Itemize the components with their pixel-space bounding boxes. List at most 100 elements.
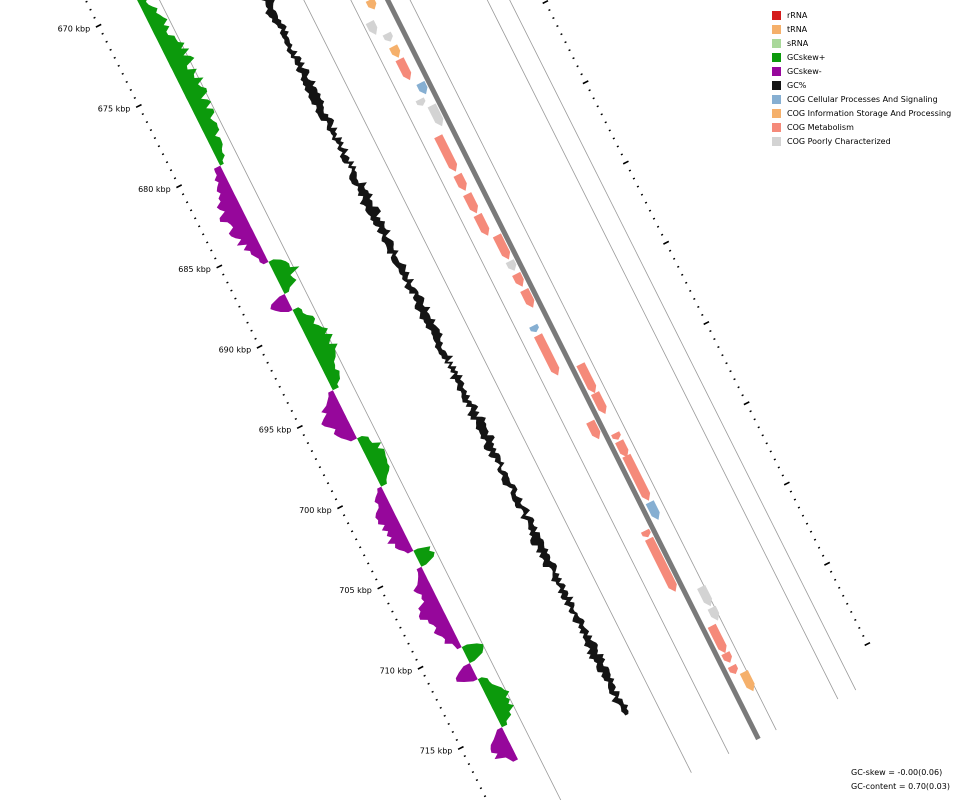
- outer-tick-mark: [616, 145, 620, 148]
- inner-tick-mark: [358, 546, 362, 549]
- gene-arrow: [505, 259, 517, 271]
- inner-tick-mark: [278, 385, 281, 388]
- legend-swatch: [772, 66, 781, 76]
- outer-tick-mark: [709, 329, 712, 333]
- inner-tick-mark: [230, 289, 233, 292]
- inner-tick-mark: [222, 273, 225, 276]
- outer-tick-mark: [622, 160, 629, 165]
- inner-tick-mark: [189, 209, 193, 212]
- gene-arrow: [586, 419, 601, 440]
- outer-tick-mark: [680, 273, 684, 276]
- outer-tick-mark: [769, 450, 772, 453]
- inner-tick-mark: [483, 795, 487, 798]
- outer-tick-mark: [568, 49, 571, 52]
- outer-tick-mark: [813, 538, 817, 541]
- inner-tick-mark: [377, 585, 384, 590]
- inner-tick-mark: [415, 658, 418, 661]
- legend-item-cog-information: COG Information Storage And Processing: [772, 106, 951, 120]
- inner-tick-mark: [135, 103, 142, 109]
- inner-tick-mark: [125, 80, 128, 84]
- outer-tick-mark: [777, 466, 781, 469]
- legend-label: COG Information Storage And Processing: [787, 108, 952, 118]
- outer-tick-mark: [620, 153, 624, 156]
- gc-skew-negative: [490, 727, 518, 762]
- inner-tick-mark: [250, 329, 253, 332]
- inner-tick-mark: [451, 730, 455, 734]
- gc-skew-negative: [214, 165, 269, 265]
- legend-label: GC%: [787, 80, 807, 90]
- outer-tick-mark: [817, 546, 821, 549]
- gene-arrow: [512, 271, 524, 287]
- outer-tick-mark: [829, 570, 833, 573]
- inner-tick-mark: [105, 40, 108, 43]
- tick-label: 685 kbp: [178, 265, 211, 274]
- track-guide-line: [486, 0, 839, 700]
- outer-tick-mark: [850, 610, 853, 614]
- inner-tick-mark: [121, 72, 124, 75]
- legend-swatch: [772, 122, 781, 132]
- outer-tick-mark: [789, 490, 793, 493]
- gene-arrow: [707, 605, 720, 621]
- inner-tick-mark: [282, 393, 285, 396]
- outer-tick-mark: [721, 354, 724, 357]
- inner-tick-mark: [294, 417, 298, 421]
- inner-tick-mark: [205, 241, 209, 244]
- gc-content-stat: GC-content = 0.70(0.03): [851, 782, 950, 791]
- legend-label: sRNA: [787, 38, 809, 48]
- tick-label: 705 kbp: [339, 586, 372, 595]
- inner-tick-mark: [165, 161, 169, 164]
- outer-tick-mark: [854, 618, 857, 622]
- outer-tick-mark: [749, 410, 752, 413]
- legend-item-cog-poorly: COG Poorly Characterized: [772, 134, 951, 148]
- gene-arrow: [434, 134, 458, 172]
- backbone: [384, 0, 761, 741]
- legend: rRNA tRNA sRNA GCskew+ GCskew- GC% COG C…: [772, 8, 951, 148]
- inner-tick-mark: [93, 16, 96, 19]
- outer-tick-mark: [701, 313, 704, 317]
- inner-tick-mark: [467, 762, 471, 766]
- outer-tick-mark: [676, 265, 680, 268]
- tick-label: 695 kbp: [259, 426, 292, 435]
- inner-tick-mark: [314, 457, 318, 461]
- outer-tick-mark: [600, 113, 603, 116]
- outer-tick-mark: [757, 426, 760, 429]
- track-guide-line: [159, 0, 562, 800]
- inner-tick-mark: [395, 618, 398, 621]
- legend-label: COG Metabolism: [787, 122, 854, 132]
- inner-tick-mark: [399, 626, 402, 629]
- outer-tick-mark: [837, 586, 841, 589]
- inner-tick-mark: [479, 787, 483, 790]
- gene-arrow: [615, 439, 629, 458]
- outer-tick-mark: [862, 634, 865, 638]
- inner-tick-mark: [270, 369, 273, 372]
- inner-tick-mark: [181, 193, 185, 196]
- legend-swatch: [772, 80, 781, 90]
- legend-swatch: [772, 10, 781, 20]
- gene-arrow: [534, 333, 560, 376]
- outer-tick-mark: [560, 33, 563, 36]
- gene-arrow: [427, 103, 444, 127]
- inner-tick-mark: [337, 505, 344, 510]
- outer-tick-mark: [793, 498, 797, 501]
- legend-item-cog-metabolism: COG Metabolism: [772, 120, 951, 134]
- inner-tick-mark: [173, 177, 177, 180]
- inner-tick-mark: [296, 424, 303, 430]
- track-guide-line: [303, 0, 692, 773]
- track-guide-lines: [159, 0, 857, 800]
- inner-tick-mark: [407, 642, 410, 645]
- inner-tick-mark: [318, 466, 322, 469]
- outer-tick-mark: [556, 24, 559, 28]
- stats-panel: GC-skew = -0.00(0.06) GC-content = 0.70(…: [851, 766, 950, 794]
- gene-arrow: [382, 31, 393, 42]
- inner-tick-mark: [391, 610, 394, 613]
- tick-label: 670 kbp: [58, 24, 91, 33]
- inner-tick-mark: [246, 321, 249, 324]
- outer-tick-mark: [648, 209, 652, 212]
- outer-tick-mark: [684, 281, 688, 284]
- outer-tick-mark: [713, 337, 716, 341]
- legend-swatch: [772, 38, 781, 48]
- inner-tick-mark: [457, 745, 464, 751]
- outer-tick-mark: [753, 418, 756, 421]
- inner-tick-mark: [334, 498, 338, 501]
